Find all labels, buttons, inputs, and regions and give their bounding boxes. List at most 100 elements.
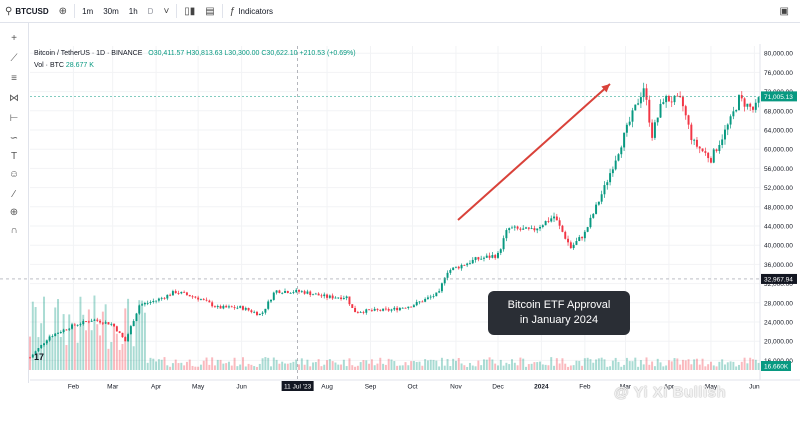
candle-body [135, 313, 138, 322]
volume-bar [370, 359, 373, 370]
text-icon[interactable]: T [10, 151, 18, 162]
crosshair-icon[interactable]: + [11, 33, 17, 44]
trend-arrow [457, 83, 611, 221]
x-tick-label: May [705, 384, 718, 391]
volume-bar [213, 365, 216, 370]
candle-body [233, 307, 236, 309]
candle-body [373, 308, 376, 311]
volume-bar [404, 362, 407, 370]
candle-body [648, 99, 651, 123]
x-tick-label: Apr [664, 384, 675, 391]
volume-bar [499, 359, 502, 370]
interval-1m[interactable]: 1m [82, 6, 94, 16]
volume-bar [401, 365, 404, 370]
volume-bar [443, 365, 446, 370]
volume-bar [241, 357, 244, 370]
volume-bar [555, 358, 558, 370]
ruler-icon[interactable]: ∕ [13, 189, 15, 200]
volume-bar [715, 366, 718, 370]
x-tick-label: Feb [579, 384, 591, 391]
candle-body [721, 139, 724, 146]
volume-bar [73, 325, 76, 370]
interval-30m[interactable]: 30m [103, 6, 119, 16]
candle-body [337, 297, 340, 299]
volume-bar [454, 360, 457, 370]
volume-bar [631, 361, 634, 370]
volume-bar [695, 358, 698, 370]
volume-bar [286, 363, 289, 370]
volume-bar [180, 362, 183, 370]
candle-body [110, 323, 113, 325]
volume-bar [306, 359, 309, 370]
interval-d[interactable]: D [147, 6, 154, 16]
symbol-search[interactable]: ⚲ BTCUSD [0, 0, 54, 22]
volume-bar [687, 359, 690, 370]
zoom-in-icon[interactable]: ⊕ [9, 207, 19, 218]
screenshot-button[interactable]: ▣ [775, 0, 794, 22]
volume-bar [85, 330, 88, 370]
candle-body [219, 306, 222, 309]
volume-bar [637, 366, 640, 370]
volume-bar [376, 363, 379, 370]
candle-body [118, 331, 121, 333]
candle-body [171, 291, 174, 296]
candle-body [141, 304, 144, 306]
volume-bar [31, 301, 34, 370]
volume-bar [656, 358, 659, 370]
candle-body [482, 257, 485, 259]
candle-body [362, 312, 365, 313]
volume-bar [513, 362, 516, 370]
volume-bar [104, 304, 107, 370]
emoji-icon[interactable]: ☺ [8, 169, 20, 180]
forecast-icon[interactable]: ⊢ [9, 113, 19, 124]
y-tick-label: 80,000.00 [764, 51, 793, 58]
candle-body [79, 324, 82, 325]
candle-body [667, 96, 670, 102]
candle-body [525, 227, 527, 229]
candle-body [101, 322, 104, 324]
volume-bar [169, 366, 172, 370]
candle-body [432, 296, 435, 297]
candle-body [320, 295, 323, 297]
candle-body [491, 255, 494, 258]
trend-line-icon[interactable]: ⟋ [10, 53, 18, 64]
candle-body [278, 290, 281, 293]
candle-body [199, 299, 202, 301]
add-symbol-button[interactable]: ⊕ [54, 0, 72, 22]
interval-dropdown[interactable]: ˅ [158, 0, 174, 22]
candle-body [34, 351, 37, 355]
fib-icon[interactable]: ≡ [11, 73, 17, 84]
candle-body [578, 237, 581, 242]
candle-body [707, 152, 710, 159]
candle-body [555, 216, 558, 221]
candle-body [695, 139, 698, 147]
volume-bar [502, 365, 505, 370]
candle-body [595, 204, 598, 214]
volume-bar [146, 362, 149, 370]
candle-body [368, 309, 371, 311]
volume-bar [494, 363, 497, 370]
magnet-icon[interactable]: ∩ [10, 225, 18, 236]
y-tick-label: 60,000.00 [764, 147, 793, 154]
candle-body [54, 333, 57, 337]
pattern-icon[interactable]: ⋈ [9, 93, 19, 104]
volume-bar [141, 300, 144, 370]
candle-body [127, 334, 130, 342]
interval-1h[interactable]: 1h [128, 6, 138, 16]
legend-ohlc: O30,411.57 H30,813.63 L30,300.00 C30,622… [148, 50, 356, 57]
volume-bar [609, 366, 612, 370]
candle-body [547, 221, 550, 222]
candle-body [348, 296, 351, 305]
compare-button[interactable]: ▤ [200, 0, 219, 22]
chart-type-button[interactable]: ▯▮ [179, 0, 200, 22]
volume-bar [289, 362, 292, 370]
volume-bar [726, 362, 729, 370]
x-tick-label: Aug [321, 384, 333, 391]
indicators-button[interactable]: ƒ Indicators [225, 0, 278, 22]
brush-icon[interactable]: ∽ [9, 133, 19, 144]
last-price-label: 71,005.13 [764, 94, 793, 101]
volume-bar [373, 365, 376, 370]
candle-body [284, 291, 286, 293]
candle-body [90, 320, 93, 322]
